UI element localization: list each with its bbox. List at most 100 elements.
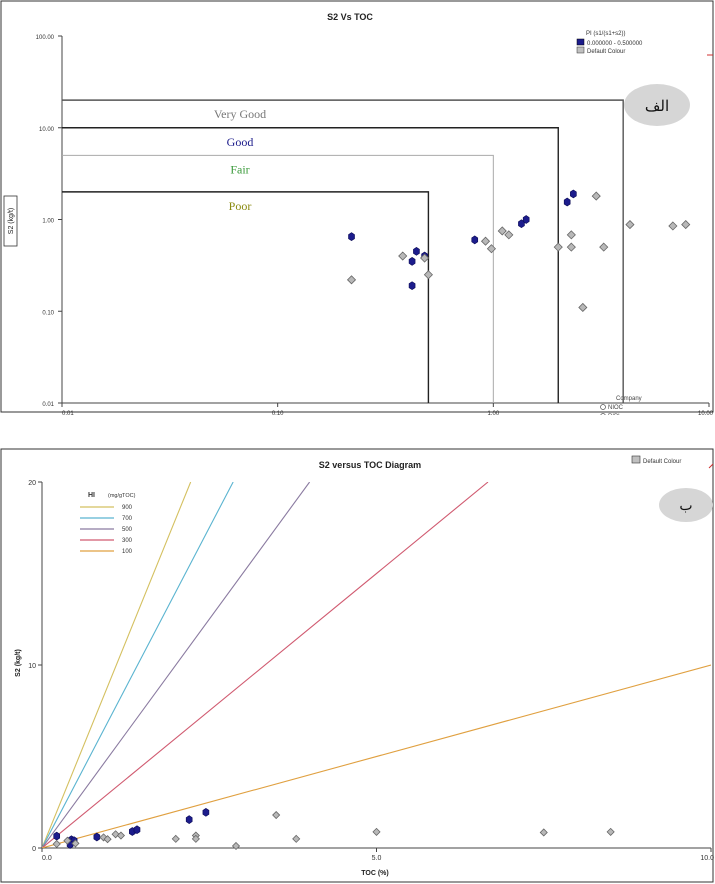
zone-boundary-poor: [62, 191, 430, 403]
data-point-grey: [566, 230, 576, 240]
chart-b-svg: S2 versus TOC Diagram Default Colour 0 10 20…: [0, 448, 714, 883]
panel-label-oval: [624, 84, 690, 126]
y-tick-label: 100.00: [36, 35, 55, 41]
legend-title: PI (s1/(s1+s2)): [586, 31, 626, 37]
top-legend-label: Default Colour: [643, 459, 681, 465]
hi-legend-entry: 500: [122, 527, 133, 533]
legend-swatch-grey: [576, 46, 585, 54]
x-tick-label: 10.00: [698, 411, 714, 415]
y-tick-label: 20: [28, 480, 36, 487]
y-tick-label: 10: [28, 663, 36, 670]
data-point-blue: [563, 197, 571, 207]
y-tick-label: 0.10: [42, 310, 54, 316]
data-point-grey: [553, 242, 563, 252]
company-legend-entry: NIOC: [608, 405, 624, 411]
data-point-blue: [408, 281, 416, 291]
data-point-grey: [566, 242, 576, 252]
x-tick-label: 0.01: [62, 411, 74, 415]
hi-line-500: [42, 482, 311, 848]
zone-label-fair: Fair: [230, 162, 249, 176]
panel-label: ب: [679, 499, 692, 514]
zone-boundary-good: [62, 127, 559, 403]
data-point-grey: [599, 242, 609, 252]
y-axis-label: S2 (kg/t): [15, 649, 22, 677]
data-point-grey: [420, 253, 430, 263]
zone-boundary-fair: [62, 154, 494, 403]
data-point-grey: [346, 275, 357, 285]
panel-label-oval: [659, 488, 713, 522]
data-point-grey: [52, 839, 61, 849]
x-tick-label: 1.00: [487, 411, 499, 415]
zone-label-very-good: Very Good: [214, 107, 266, 121]
zone-label-poor: Poor: [229, 199, 252, 213]
hi-legend-entry: 100: [122, 549, 133, 555]
y-axis-label-frame: [3, 195, 18, 247]
data-point-grey: [111, 830, 120, 839]
y-axis-label: S2 (kg/t): [8, 208, 15, 234]
chart-a-svg: S2 Vs TOC 0.01 0.10 1.00 10.00 100.00 0.01 0.10…: [0, 0, 714, 415]
data-point-grey: [486, 244, 497, 254]
data-point-grey: [480, 236, 491, 246]
data-point-blue: [570, 189, 577, 199]
data-point-grey: [681, 220, 691, 230]
data-point-grey: [63, 836, 72, 845]
x-tick-label: 0.0: [42, 855, 52, 862]
hi-line-100: [42, 664, 711, 848]
data-point-grey: [398, 251, 408, 261]
data-point-grey: [591, 191, 601, 201]
legend-swatch-blue: [576, 38, 585, 46]
data-point-grey: [423, 270, 433, 280]
data-point-grey: [625, 220, 635, 230]
hi-legend-unit: (mg/gTOC): [108, 493, 136, 499]
data-point-blue: [53, 831, 61, 841]
data-point-grey: [668, 221, 678, 231]
data-point-grey: [231, 841, 241, 851]
data-point-blue: [185, 815, 193, 824]
data-point-grey: [191, 834, 200, 843]
y-tick-label: 10.00: [39, 127, 55, 133]
data-point-grey: [606, 827, 615, 836]
hi-line-700: [42, 482, 234, 848]
data-point-grey: [103, 835, 112, 844]
data-point-grey: [372, 827, 381, 836]
data-point-blue: [202, 807, 210, 817]
data-point-grey: [497, 226, 507, 236]
company-legend-symbol: [600, 413, 606, 415]
zone-label-good: Good: [227, 135, 254, 149]
y-tick-label: 0: [32, 846, 36, 853]
zone-boundary-very-good: [62, 99, 624, 403]
top-legend-swatch: [631, 455, 641, 464]
x-tick-label: 0.10: [272, 411, 284, 415]
x-tick-label: 5.0: [372, 855, 382, 862]
data-point-grey: [578, 302, 588, 313]
x-axis-label: TOC (%): [361, 870, 388, 877]
data-point-grey: [539, 828, 548, 837]
y-tick-label: 0.01: [42, 402, 54, 408]
data-point-grey: [292, 834, 301, 843]
hi-legend-entry: 300: [122, 538, 133, 544]
company-legend-title: Company: [616, 396, 642, 402]
hi-legend-title: HI: [88, 492, 95, 499]
data-point-blue: [133, 825, 141, 835]
panel-frame: [0, 448, 714, 883]
data-point-grey: [71, 839, 80, 848]
red-dash-mark: [708, 463, 714, 469]
data-point-blue: [348, 232, 355, 242]
company-legend-entry: RIPI: [608, 414, 620, 415]
data-point-blue: [408, 256, 416, 266]
panel-label: الف: [645, 99, 669, 115]
panel-frame: [0, 0, 714, 413]
legend-entry-default: Default Colour: [587, 49, 625, 55]
company-legend-symbol: [600, 404, 606, 410]
s2-vs-toc-log-chart: S2 Vs TOC 0.01 0.10 1.00 10.00 100.00 0.01 0.10…: [0, 0, 715, 415]
data-point-grey: [116, 831, 126, 840]
chart-title: S2 Vs TOC: [327, 12, 373, 22]
s2-versus-toc-diagram-chart: S2 versus TOC Diagram Default Colour 0 10 20…: [0, 448, 715, 884]
data-point-blue: [522, 215, 530, 224]
hi-lines-group: [42, 482, 711, 848]
data-point-blue: [413, 246, 420, 256]
hi-legend-entry: 900: [122, 505, 133, 511]
legend-entry-range: 0.000000 - 0.500000: [587, 41, 643, 47]
x-tick-label: 10.0: [700, 855, 714, 862]
chart-title: S2 versus TOC Diagram: [319, 460, 421, 470]
